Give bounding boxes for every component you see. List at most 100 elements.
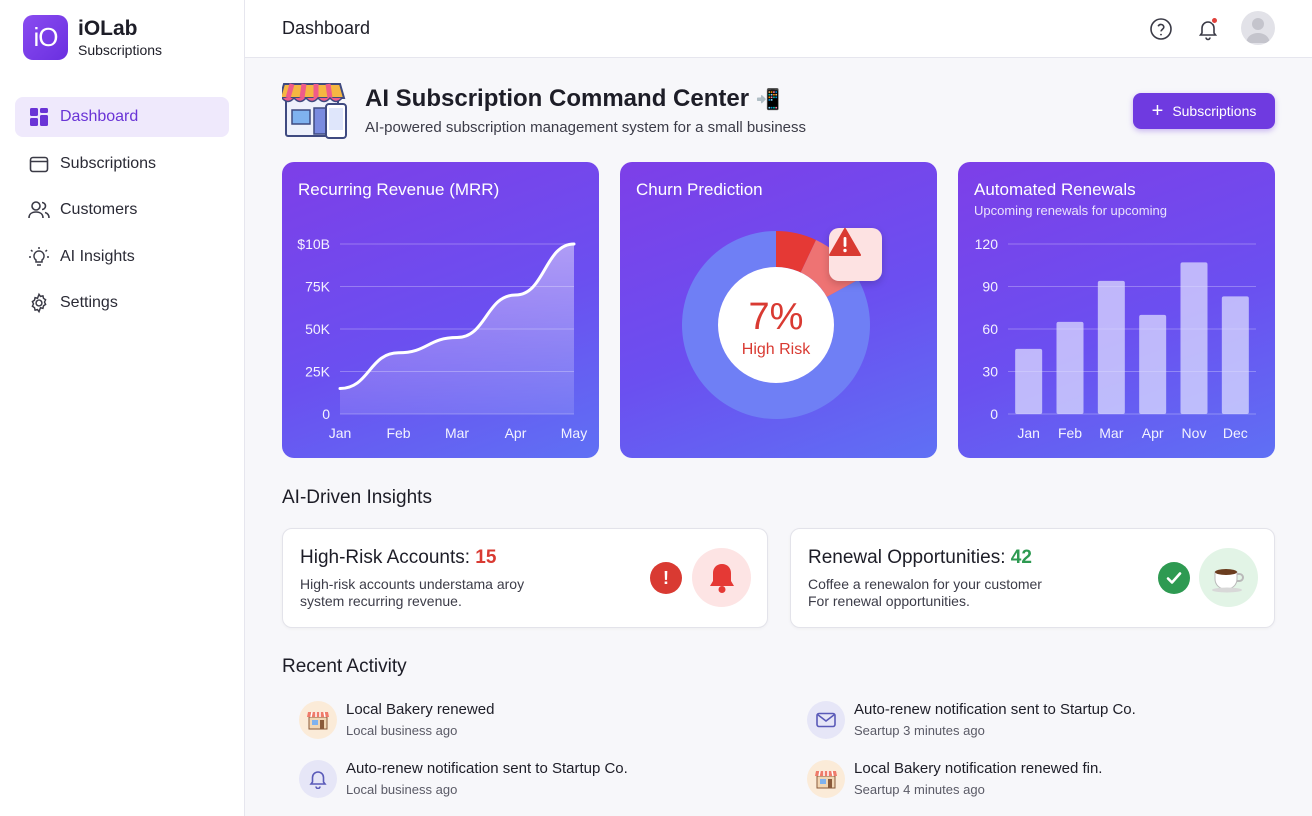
x-tick-label: Feb xyxy=(386,425,410,441)
app-name: iOLab xyxy=(78,16,138,40)
churn-center-label: High Risk xyxy=(741,341,811,358)
high-risk-card[interactable]: High-Risk Accounts: 15 High-risk account… xyxy=(282,528,768,628)
y-tick-label: $10B xyxy=(297,236,330,252)
grid-icon xyxy=(28,106,50,128)
add-subscriptions-button[interactable]: + Subscriptions xyxy=(1133,93,1275,129)
x-tick-label: Mar xyxy=(1099,425,1123,441)
avatar[interactable] xyxy=(1241,11,1275,45)
churn-slice xyxy=(682,231,870,419)
mrr-area xyxy=(340,244,574,414)
renewal-bar xyxy=(1097,280,1125,414)
high-risk-title: High-Risk Accounts: 15 xyxy=(300,547,497,568)
churn-center-value: 7% xyxy=(748,296,804,338)
users-icon xyxy=(28,199,50,221)
churn-alert-badge xyxy=(829,228,882,281)
churn-center-circle xyxy=(718,267,834,383)
sidebar-item-label: Customers xyxy=(60,201,138,218)
renewal-opp-desc: Coffee a renewalon for your customer For … xyxy=(808,576,1042,609)
activity-item[interactable]: Local Bakery notification renewed fin. S… xyxy=(807,760,1227,804)
renewal-opp-title: Renewal Opportunities: 42 xyxy=(808,547,1032,568)
help-icon[interactable] xyxy=(1148,16,1174,42)
y-tick-label: 75K xyxy=(305,279,331,295)
sidebar-item-settings[interactable]: Settings xyxy=(15,283,229,323)
renewal-bar xyxy=(1139,314,1167,414)
activity-item[interactable]: Auto-renew notification sent to Startup … xyxy=(807,701,1227,745)
renewal-bar xyxy=(1015,348,1043,414)
page-title: Dashboard xyxy=(282,18,371,38)
store-illustration-icon xyxy=(278,80,350,140)
mrr-card-title: Recurring Revenue (MRR) xyxy=(298,180,500,199)
churn-card-title: Churn Prediction xyxy=(636,180,763,199)
renewals-card-title: Automated Renewals xyxy=(974,180,1136,199)
renewals-card[interactable]: 0 30 60 90 120 Jan Feb Mar Apr Nov Dec Automated R… xyxy=(958,162,1275,458)
sidebar: iO iOLab Subscriptions Dashboard Subscri… xyxy=(0,0,245,816)
x-tick-label: Apr xyxy=(1142,425,1164,441)
activity-section-title: Recent Activity xyxy=(282,656,407,677)
sidebar-item-customers[interactable]: Customers xyxy=(15,190,229,230)
x-tick-label: Jan xyxy=(1017,425,1040,441)
sidebar-item-subscriptions[interactable]: Subscriptions xyxy=(15,144,229,184)
sidebar-nav: Dashboard Subscriptions Customers AI Ins… xyxy=(15,97,229,330)
add-subscriptions-label: Subscriptions xyxy=(1172,103,1257,119)
x-tick-label: Mar xyxy=(445,425,469,441)
y-tick-label: 30 xyxy=(982,364,998,380)
bell-icon xyxy=(692,548,751,607)
activity-item[interactable]: Local Bakery renewed Local business ago xyxy=(299,701,719,745)
hero-title: AI Subscription Command Center 📲 xyxy=(365,85,781,112)
wallet-icon xyxy=(28,153,50,175)
churn-chart xyxy=(682,231,870,419)
activity-time: Local business ago xyxy=(346,723,458,738)
check-icon xyxy=(1158,562,1190,594)
activity-title: Local Bakery notification renewed fin. xyxy=(854,760,1103,777)
sidebar-item-dashboard[interactable]: Dashboard xyxy=(15,97,229,137)
y-tick-label: 25K xyxy=(305,364,331,380)
phone-emoji-icon: 📲 xyxy=(755,89,781,111)
x-tick-label: Feb xyxy=(1058,425,1082,441)
mail-icon xyxy=(807,701,845,739)
activity-time: Seartup 3 minutes ago xyxy=(854,723,985,738)
x-tick-label: May xyxy=(561,425,587,441)
churn-center: 7% High Risk xyxy=(716,268,836,388)
store-icon xyxy=(807,760,845,798)
renewals-chart: 0 30 60 90 120 Jan Feb Mar Apr Nov Dec xyxy=(975,236,1256,441)
churn-card[interactable]: Churn Prediction 7% High Risk xyxy=(620,162,937,458)
exclamation-icon: ! xyxy=(650,562,682,594)
sidebar-item-label: Subscriptions xyxy=(60,154,157,172)
renewal-bar xyxy=(1056,321,1084,414)
renewals-card-subtitle: Upcoming renewals for upcoming xyxy=(974,203,1167,218)
y-tick-label: 60 xyxy=(982,321,998,337)
activity-title: Auto-renew notification sent to Startup … xyxy=(346,760,628,777)
lightbulb-icon xyxy=(28,246,50,268)
activity-time: Local business ago xyxy=(346,782,458,797)
y-tick-label: 90 xyxy=(982,279,998,295)
insights-section-title: AI-Driven Insights xyxy=(282,487,432,508)
y-tick-label: 0 xyxy=(990,406,998,422)
renewal-bar xyxy=(1180,262,1208,414)
plus-icon: + xyxy=(1151,100,1164,122)
x-tick-label: Nov xyxy=(1182,425,1207,441)
sidebar-item-label: Dashboard xyxy=(60,108,139,125)
store-icon xyxy=(299,701,337,739)
bell-icon xyxy=(299,760,337,798)
x-tick-label: Dec xyxy=(1223,425,1248,441)
sidebar-item-label: AI Insights xyxy=(60,247,135,265)
mrr-chart: 0 25K 50K 75K $10B Jan Feb Mar Apr May xyxy=(297,236,587,441)
sidebar-item-label: Settings xyxy=(60,294,118,311)
y-tick-label: 0 xyxy=(322,406,330,422)
high-risk-desc: High-risk accounts understama aroy system… xyxy=(300,576,525,609)
renewal-opportunities-card[interactable]: Renewal Opportunities: 42 Coffee a renew… xyxy=(790,528,1275,628)
brand[interactable]: iO iOLab Subscriptions xyxy=(23,15,162,60)
y-tick-label: 50K xyxy=(305,321,331,337)
hero-subtitle: AI-powered subscription management syste… xyxy=(365,119,807,136)
bell-icon[interactable] xyxy=(1195,16,1221,42)
x-tick-label: Apr xyxy=(505,425,527,441)
app-logo: iO xyxy=(23,15,68,60)
mrr-card[interactable]: 0 25K 50K 75K $10B Jan Feb Mar Apr May Recurring … xyxy=(282,162,599,458)
activity-item[interactable]: Auto-renew notification sent to Startup … xyxy=(299,760,719,804)
high-risk-value: 15 xyxy=(475,547,497,568)
renewal-bar xyxy=(1221,296,1249,414)
activity-title: Local Bakery renewed xyxy=(346,701,495,718)
x-tick-label: Jan xyxy=(329,425,352,441)
activity-time: Seartup 4 minutes ago xyxy=(854,782,985,797)
sidebar-item-ai-insights[interactable]: AI Insights xyxy=(15,237,229,277)
